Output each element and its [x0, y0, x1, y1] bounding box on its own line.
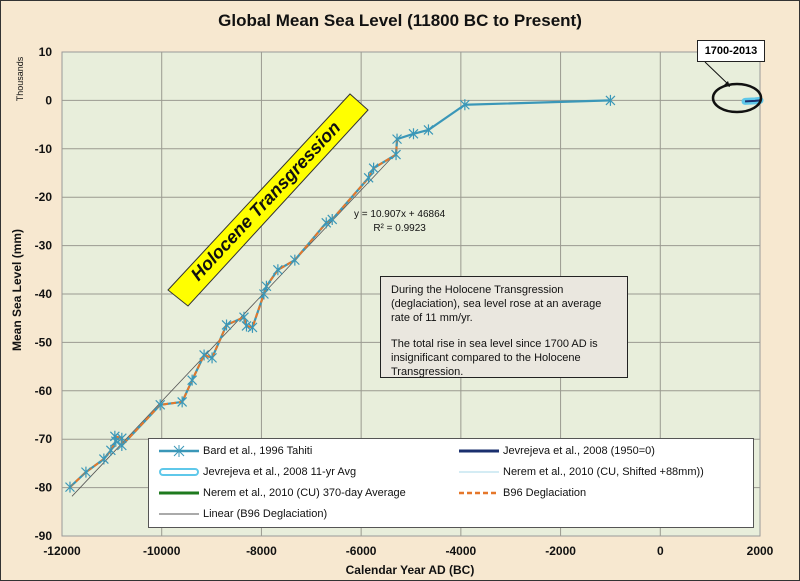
- y-axis-label: Mean Sea Level (mm): [10, 229, 24, 351]
- data-point-bard: [261, 280, 272, 292]
- series-line-linear-b96-deglaciation: [71, 152, 397, 497]
- x-tick-label: -6000: [346, 544, 377, 558]
- data-point-bard: [321, 217, 332, 229]
- legend-label-nerem-avg: Nerem et al., 2010 (CU) 370-day Average: [203, 487, 406, 499]
- legend-item-nerem-avg: Nerem et al., 2010 (CU) 370-day Average: [157, 484, 406, 502]
- y-tick-label: 10: [39, 45, 53, 59]
- data-point-bard: [109, 430, 120, 442]
- legend-item-nerem-shifted: Nerem et al., 2010 (CU, Shifted +88mm)): [457, 463, 704, 481]
- y-tick-label: -80: [35, 481, 53, 495]
- x-tick-label: -2000: [545, 544, 576, 558]
- x-tick-label: -8000: [246, 544, 277, 558]
- data-point-bard: [207, 352, 217, 364]
- legend-swatch-bard: [159, 445, 199, 457]
- data-point-bard: [221, 319, 232, 331]
- data-point-bard: [392, 133, 402, 145]
- trendline-equation: y = 10.907x + 46864 R² = 0.9923: [354, 208, 445, 236]
- y-tick-label: -20: [35, 190, 53, 204]
- data-point-bard: [391, 149, 401, 161]
- trend-equation-text: y = 10.907x + 46864: [354, 209, 446, 220]
- data-point-bard: [187, 374, 198, 386]
- legend-swatch-jevrejeva-avg: [159, 468, 199, 476]
- data-point-bard: [327, 213, 338, 225]
- x-tick-label: -4000: [446, 544, 477, 558]
- legend-swatch-linear: [159, 513, 199, 515]
- legend-label-bard: Bard et al., 1996 Tahiti: [203, 445, 313, 457]
- y-tick-labels: 10 0 -10 -20 -30 -40 -50 -60 -70 -80 -90: [35, 45, 53, 543]
- callout-arrowhead: [724, 81, 730, 87]
- x-tick-labels: -12000 -10000 -8000 -6000 -4000 -2000 0 2000: [43, 544, 773, 558]
- series-group: [65, 94, 764, 497]
- legend-label-jevrejeva: Jevrejeva et al., 2008 (1950=0): [503, 445, 655, 457]
- legend-item-b96: B96 Deglaciation: [457, 484, 586, 502]
- data-point-bard: [363, 172, 374, 184]
- data-point-bard: [116, 439, 127, 451]
- r-squared-text: R² = 0.9923: [373, 223, 426, 234]
- x-tick-label: 2000: [747, 544, 774, 558]
- x-axis-label: Calendar Year AD (BC): [346, 563, 475, 577]
- y-tick-label: -70: [35, 432, 53, 446]
- legend-item-bard: Bard et al., 1996 Tahiti: [157, 442, 312, 460]
- y-tick-label: -50: [35, 335, 53, 349]
- legend-label-linear: Linear (B96 Deglaciation): [203, 508, 328, 520]
- data-point-bard: [98, 453, 109, 465]
- data-point-bard: [241, 320, 252, 332]
- chart-title: Global Mean Sea Level (11800 BC to Prese…: [218, 11, 582, 30]
- data-point-bard: [155, 399, 166, 411]
- legend-item-jevrejeva: Jevrejeva et al., 2008 (1950=0): [457, 442, 655, 460]
- x-tick-label: -12000: [43, 544, 81, 558]
- data-point-bard: [65, 481, 75, 493]
- legend-item-jevrejeva-avg: Jevrejeva et al., 2008 11-yr Avg: [157, 463, 356, 481]
- legend-label-jevrejeva-avg: Jevrejeva et al., 2008 11-yr Avg: [203, 466, 357, 478]
- data-point-bard: [177, 396, 188, 408]
- x-tick-label: 0: [657, 544, 664, 558]
- note-paragraph-2: The total rise in sea level since 1700 A…: [391, 338, 598, 378]
- callout-arrow: [704, 61, 731, 87]
- y-tick-label: -30: [35, 239, 53, 253]
- data-point-bard: [199, 349, 210, 361]
- legend-swatch-nerem-shifted: [459, 471, 499, 473]
- legend-swatch-b96: [459, 491, 499, 495]
- legend-swatch-jevrejeva: [459, 449, 499, 453]
- note-paragraph-1: During the Holocene Transgression (degla…: [391, 284, 602, 324]
- y-tick-label: -60: [35, 384, 53, 398]
- legend-item-linear: Linear (B96 Deglaciation): [157, 505, 327, 523]
- data-point-bard: [423, 124, 434, 136]
- legend-label-nerem-shifted: Nerem et al., 2010 (CU, Shifted +88mm)): [503, 466, 704, 478]
- y-tick-label: 0: [45, 93, 52, 107]
- data-point-bard: [605, 94, 616, 106]
- series-line-jevrejeva-et-al-2008-1950-0: [744, 99, 761, 103]
- y-tick-label: -90: [35, 529, 53, 543]
- callout-label: 1700-2013: [697, 40, 765, 62]
- highlight-ellipse: [711, 82, 763, 114]
- data-point-bard: [368, 162, 379, 174]
- banner-shape: [167, 93, 369, 307]
- legend: Bard et al., 1996 Tahiti Jevrejeva et al…: [148, 438, 754, 528]
- data-point-bard: [289, 254, 300, 266]
- x-tick-label: -10000: [143, 544, 181, 558]
- legend-label-b96: B96 Deglaciation: [503, 487, 587, 499]
- note-box: During the Holocene Transgression (degla…: [380, 276, 628, 378]
- y-axis-units: Thousands: [15, 56, 25, 101]
- data-point-bard: [239, 311, 249, 323]
- legend-swatch-nerem-avg: [159, 491, 199, 495]
- y-tick-label: -40: [35, 287, 53, 301]
- data-point-bard: [105, 444, 116, 456]
- y-tick-label: -10: [35, 142, 53, 156]
- data-point-bard: [272, 264, 283, 276]
- data-point-bard: [81, 466, 91, 478]
- data-point-bard: [247, 321, 258, 333]
- data-point-bard: [459, 99, 470, 111]
- data-point-bard: [408, 128, 419, 140]
